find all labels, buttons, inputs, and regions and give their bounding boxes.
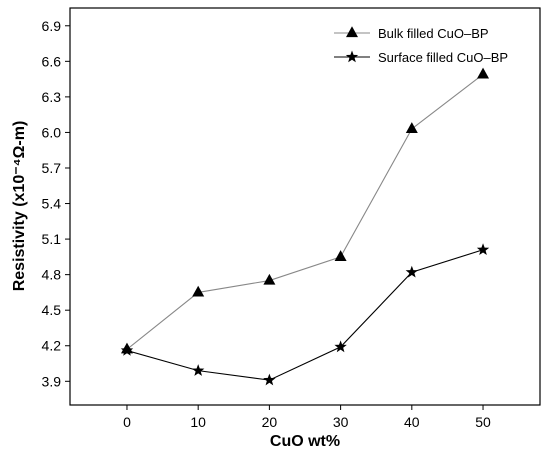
data-point-triangle: [334, 250, 347, 261]
y-tick-label: 4.2: [42, 338, 62, 354]
x-tick-label: 20: [262, 414, 278, 430]
data-point-triangle: [405, 122, 418, 133]
x-tick-label: 30: [333, 414, 349, 430]
y-tick-label: 5.4: [42, 196, 62, 212]
y-tick-label: 5.7: [42, 160, 62, 176]
series-layer: [120, 67, 490, 386]
legend-marker-triangle: [346, 26, 358, 38]
x-tick-label: 0: [123, 414, 131, 430]
data-point-triangle: [477, 67, 490, 79]
data-point-star: [120, 343, 134, 356]
y-tick-label: 4.8: [42, 267, 62, 283]
series-triangle: [120, 67, 490, 354]
legend-item: Surface filled CuO–BP: [334, 50, 508, 65]
y-axis-ticks: 3.9 4.2 4.5 4.8 5.1 5.4 5.7 6.0 6.3 6.6 6.9: [42, 18, 70, 389]
legend-label: Bulk filled CuO–BP: [378, 26, 489, 41]
data-point-star: [334, 340, 347, 353]
y-axis-title: Resistivity (x10⁻⁴Ω-m): [11, 121, 28, 292]
legend: Bulk filled CuO–BP Surface filled CuO–BP: [334, 26, 508, 65]
x-axis-ticks: 0 10 20 30 40 50: [123, 405, 491, 430]
y-tick-label: 6.0: [42, 124, 62, 140]
series-line: [126, 73, 484, 350]
y-tick-label: 6.6: [42, 53, 62, 69]
series-star: [120, 243, 490, 386]
legend-item: Bulk filled CuO–BP: [334, 26, 489, 41]
x-tick-label: 50: [475, 414, 491, 430]
x-axis-title: CuO wt%: [270, 433, 340, 450]
legend-label: Surface filled CuO–BP: [378, 50, 508, 65]
x-tick-label: 40: [404, 414, 420, 430]
legend-marker-star: [345, 50, 359, 63]
data-point-triangle: [263, 273, 276, 285]
y-tick-label: 3.9: [42, 373, 62, 389]
y-tick-label: 6.9: [42, 18, 62, 34]
data-point-star: [476, 243, 490, 256]
data-point-star: [192, 364, 205, 376]
x-tick-label: 10: [190, 414, 206, 430]
data-point-star: [263, 373, 276, 386]
y-tick-label: 6.3: [42, 89, 62, 105]
series-line: [126, 249, 484, 381]
y-tick-label: 4.5: [42, 302, 62, 318]
data-point-star: [405, 265, 418, 278]
data-point-triangle: [192, 285, 205, 297]
plot-frame: [69, 7, 541, 406]
y-tick-label: 5.1: [42, 231, 62, 247]
